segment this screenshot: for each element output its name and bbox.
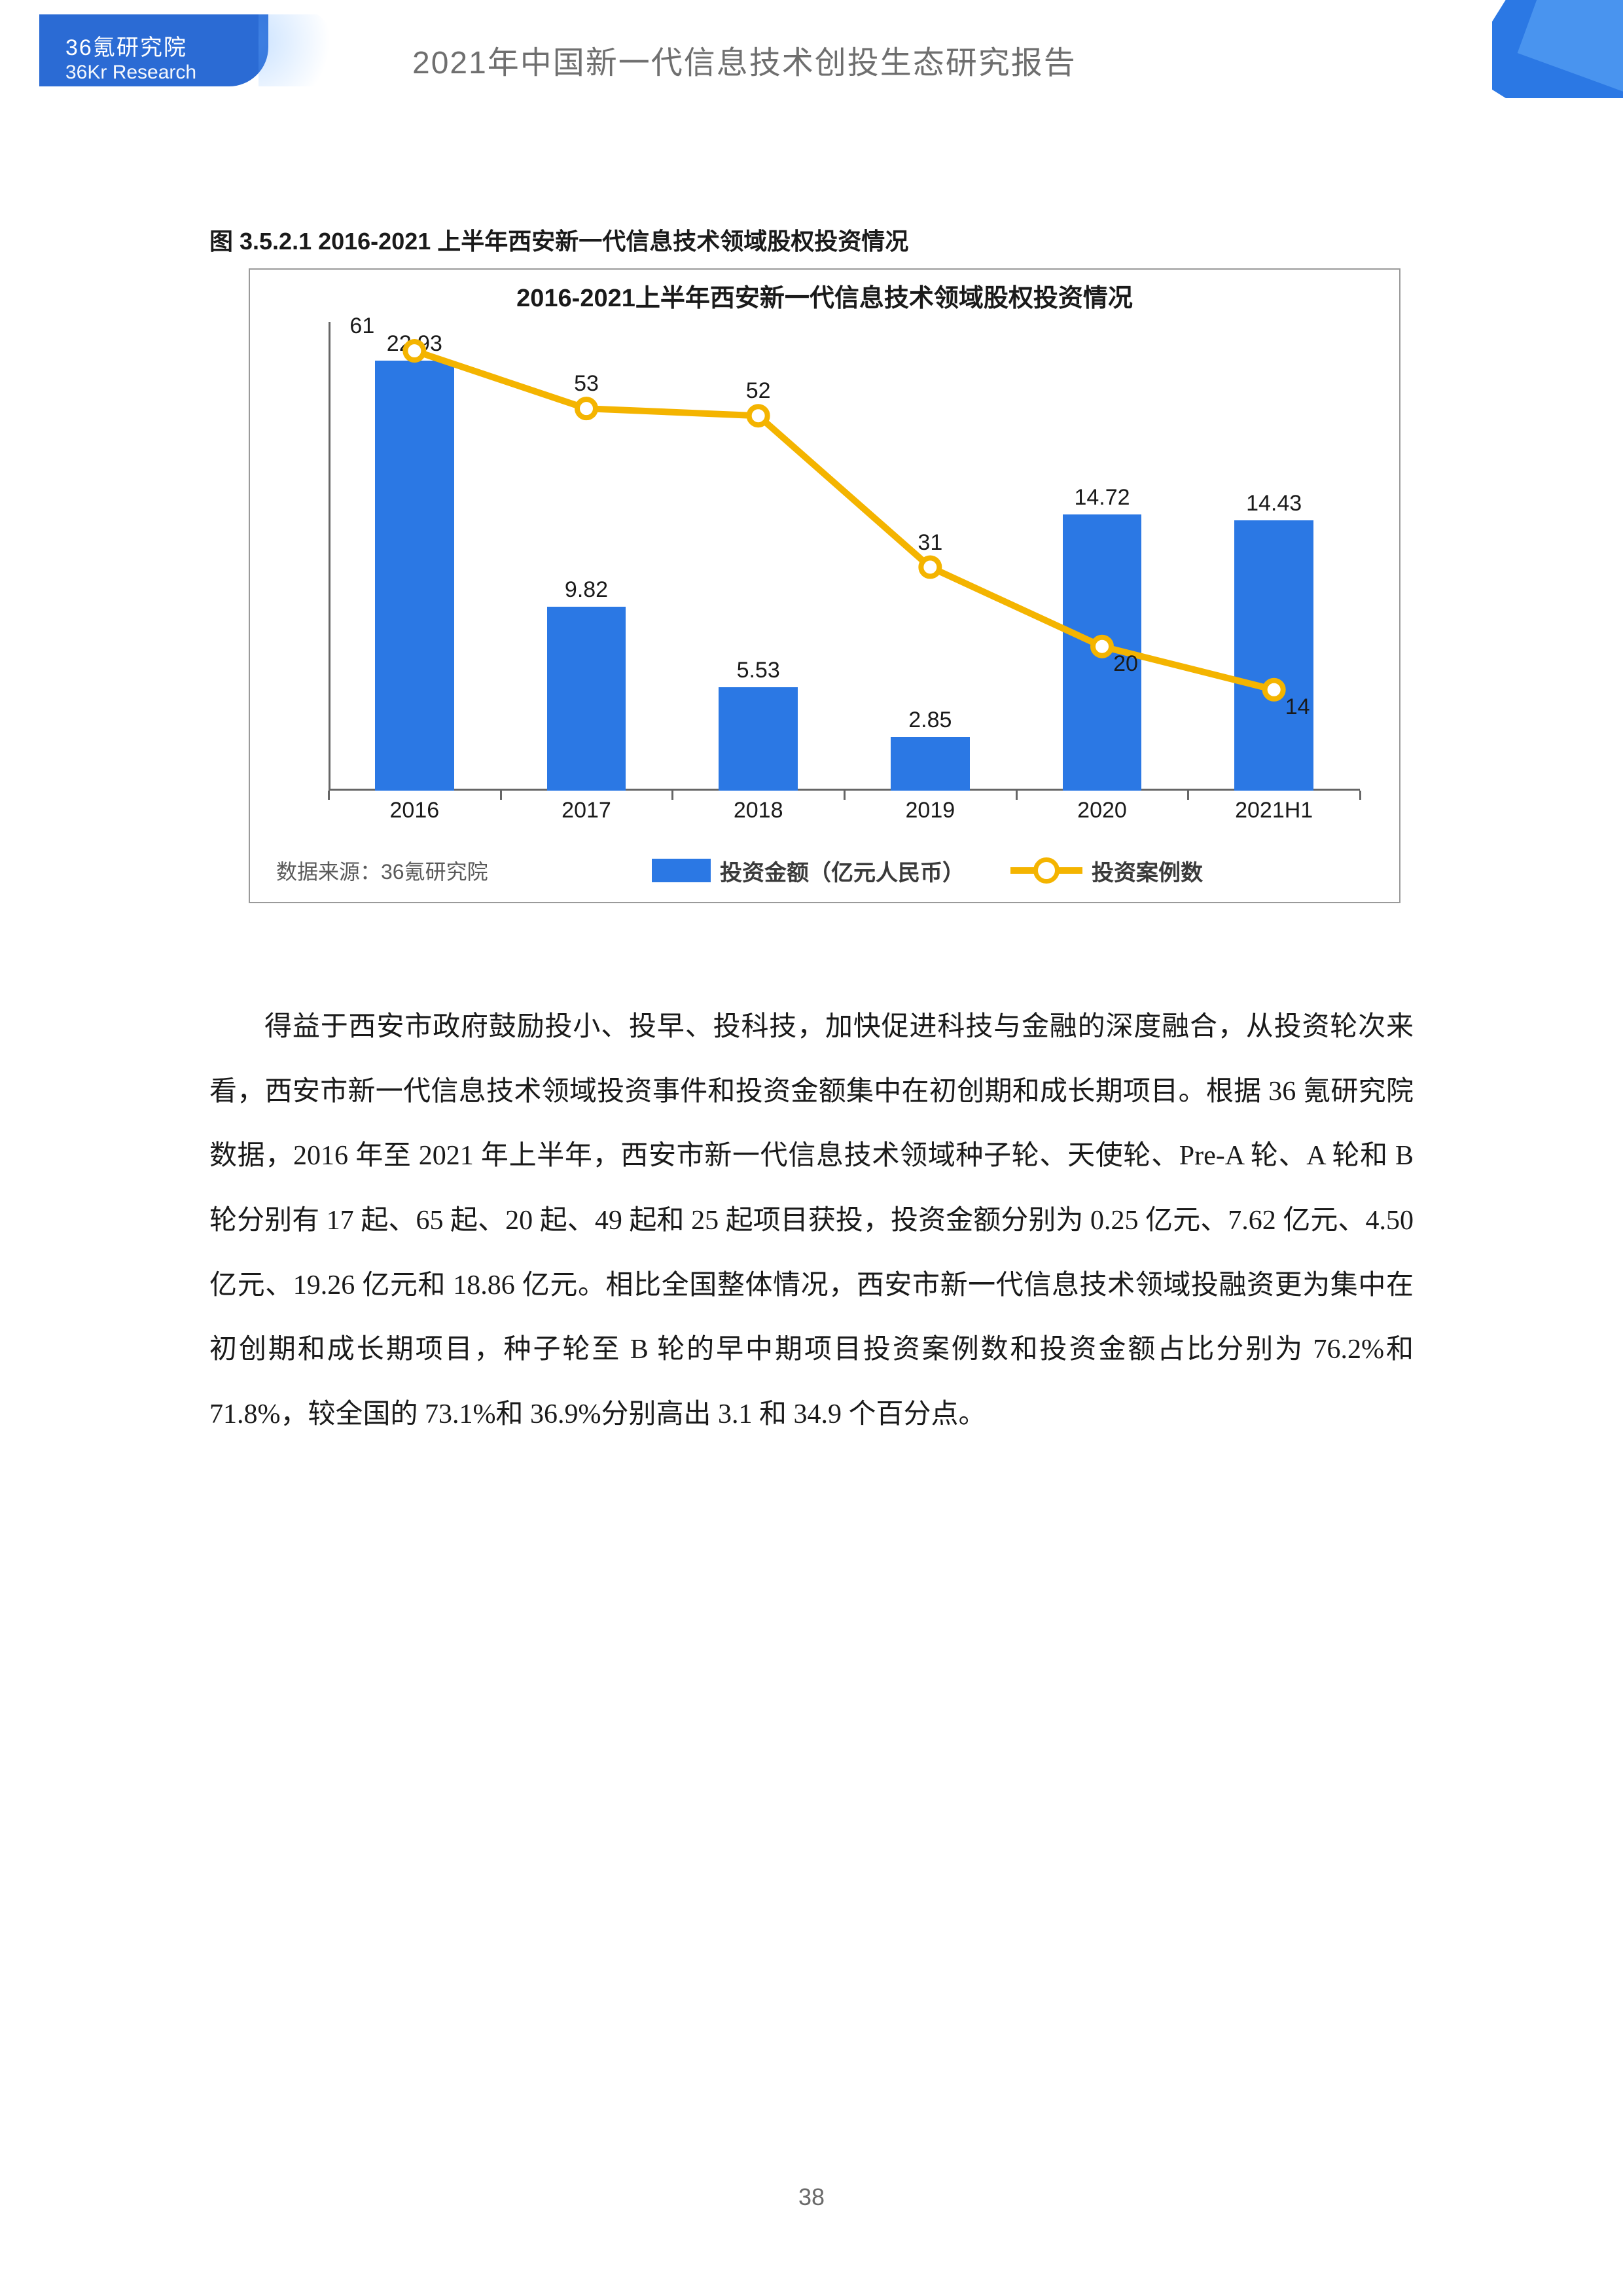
x-tick — [1359, 791, 1361, 800]
x-category-label: 2020 — [1077, 798, 1127, 823]
page-number: 38 — [798, 2183, 825, 2211]
chart-footer: 数据来源：36氪研究院 投资金额（亿元人民币） 投资案例数 — [276, 852, 1373, 889]
chart-container: 2016-2021上半年西安新一代信息技术领域股权投资情况 22.9320169… — [249, 268, 1400, 903]
x-tick — [1187, 791, 1189, 800]
line-value-label: 31 — [918, 530, 942, 556]
line-value-label: 61 — [349, 314, 374, 339]
page-header: 36氪研究院 36Kr Research 2021年中国新一代信息技术创投生态研… — [0, 0, 1623, 92]
logo-cn: 36氪研究院 — [65, 29, 268, 62]
plot-area: 22.9320169.8220175.5320182.85201914.7220… — [329, 322, 1360, 791]
logo-en: 36Kr Research — [65, 62, 268, 84]
logo-tab: 36氪研究院 36Kr Research — [39, 14, 268, 86]
legend: 投资金额（亿元人民币） 投资案例数 — [652, 855, 1203, 887]
x-tick — [500, 791, 502, 800]
x-category-label: 2019 — [906, 798, 955, 823]
x-category-label: 2017 — [562, 798, 611, 823]
body-paragraph: 得益于西安市政府鼓励投小、投早、投科技，加快促进科技与金融的深度融合，从投资轮次… — [209, 995, 1414, 1447]
legend-line-label: 投资案例数 — [1092, 855, 1203, 887]
line-value-label: 53 — [574, 371, 599, 397]
x-category-label: 2021H1 — [1235, 798, 1313, 823]
legend-bar-label: 投资金额（亿元人民币） — [720, 855, 965, 887]
chart-title: 2016-2021上半年西安新一代信息技术领域股权投资情况 — [250, 278, 1399, 314]
main-content: 图 3.5.2.1 2016-2021 上半年西安新一代信息技术领域股权投资情况… — [209, 223, 1414, 1447]
figure-caption: 图 3.5.2.1 2016-2021 上半年西安新一代信息技术领域股权投资情况 — [209, 223, 1414, 257]
line-value-label: 52 — [746, 378, 771, 404]
x-tick — [671, 791, 673, 800]
x-tick — [844, 791, 846, 800]
paragraph-text: 得益于西安市政府鼓励投小、投早、投科技，加快促进科技与金融的深度融合，从投资轮次… — [209, 995, 1414, 1447]
x-category-label: 2016 — [390, 798, 440, 823]
document-title: 2021年中国新一代信息技术创投生态研究报告 — [412, 37, 1077, 82]
x-tick — [328, 791, 330, 800]
x-tick — [1016, 791, 1018, 800]
line-value-label: 20 — [1113, 651, 1138, 677]
bar-swatch — [652, 859, 711, 882]
x-category-label: 2018 — [734, 798, 783, 823]
chart-source: 数据来源：36氪研究院 — [276, 855, 488, 886]
legend-line: 投资案例数 — [1010, 855, 1203, 887]
legend-bar: 投资金额（亿元人民币） — [652, 855, 965, 887]
corner-decoration — [1492, 0, 1623, 98]
line-swatch — [1010, 867, 1082, 874]
logo-swoosh — [259, 14, 350, 86]
line-value-label: 14 — [1285, 694, 1310, 720]
